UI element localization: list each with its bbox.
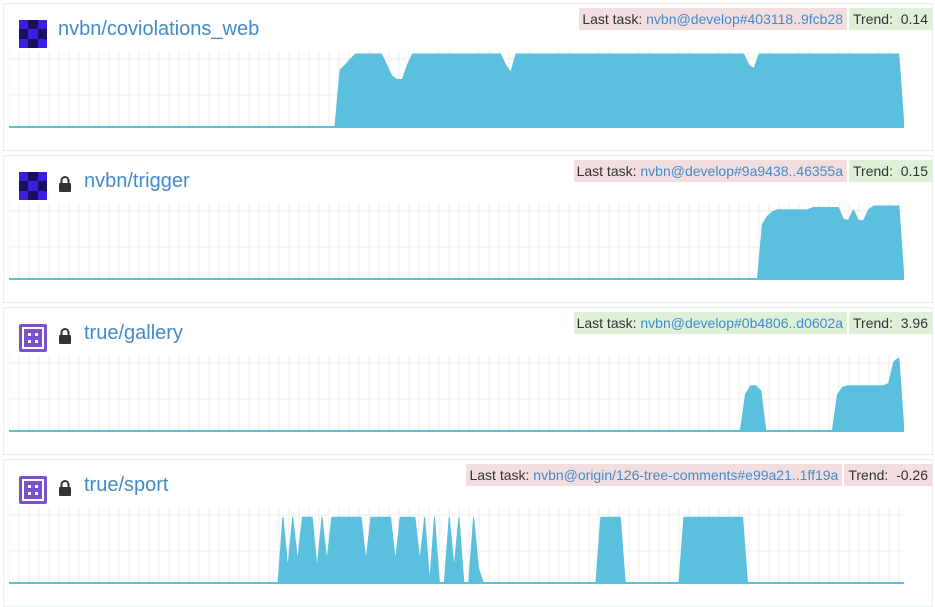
build-history-area xyxy=(9,357,904,432)
status-bar: Last task: nvbn@develop#0b4806..d0602a Tr… xyxy=(573,312,932,334)
project-panel: true/gallery Last task: nvbn@develop#0b48… xyxy=(3,307,933,455)
last-task-badge: Last task: nvbn@develop#403118..9fcb28 xyxy=(579,8,848,30)
trend-badge: Trend: -0.26 xyxy=(844,464,932,486)
last-task-label: Last task: xyxy=(576,315,637,331)
build-history-area xyxy=(9,53,904,128)
lock-icon xyxy=(59,176,71,192)
build-history-chart xyxy=(9,203,904,280)
project-name-link[interactable]: nvbn/trigger xyxy=(84,170,190,192)
trend-label: Trend: xyxy=(853,163,893,179)
trend-badge: Trend: 0.15 xyxy=(849,160,932,182)
blue-identicon-avatar xyxy=(19,172,47,200)
last-task-link[interactable]: nvbn@develop#0b4806..d0602a xyxy=(640,315,844,331)
trend-label: Trend: xyxy=(853,315,893,331)
lock-icon xyxy=(59,480,71,496)
last-task-link[interactable]: nvbn@origin/126-tree-comments#e99a21..1f… xyxy=(533,467,839,483)
last-task-badge: Last task: nvbn@develop#9a9438..46355a xyxy=(573,160,848,182)
build-history-area xyxy=(9,516,904,584)
trend-label: Trend: xyxy=(853,11,893,27)
build-history-chart xyxy=(9,355,904,432)
chart-grid xyxy=(9,355,904,431)
project-panel: true/sport Last task: nvbn@origin/126-tre… xyxy=(3,459,933,607)
trend-label: Trend: xyxy=(848,467,889,483)
status-bar: Last task: nvbn@origin/126-tree-comments… xyxy=(466,464,932,486)
trend-value: -0.26 xyxy=(896,467,928,483)
project-name-link[interactable]: true/gallery xyxy=(84,322,183,344)
lock-icon xyxy=(59,328,71,344)
build-history-chart xyxy=(9,507,904,584)
project-name-link[interactable]: true/sport xyxy=(84,474,169,496)
project-panel: nvbn/coviolations_web Last task: nvbn@dev… xyxy=(3,3,933,151)
last-task-link[interactable]: nvbn@develop#403118..9fcb28 xyxy=(646,11,844,27)
last-task-label: Last task: xyxy=(469,467,530,483)
trend-value: 0.15 xyxy=(900,163,928,179)
last-task-link[interactable]: nvbn@develop#9a9438..46355a xyxy=(640,163,844,179)
project-panel: nvbn/trigger Last task: nvbn@develop#9a94… xyxy=(3,155,933,303)
trend-value: 0.14 xyxy=(900,11,928,27)
trend-value: 3.96 xyxy=(900,315,928,331)
last-task-label: Last task: xyxy=(576,163,637,179)
purple-identicon-avatar xyxy=(19,324,47,352)
trend-badge: Trend: 0.14 xyxy=(849,8,932,30)
last-task-badge: Last task: nvbn@origin/126-tree-comments… xyxy=(466,464,843,486)
trend-badge: Trend: 3.96 xyxy=(849,312,932,334)
last-task-badge: Last task: nvbn@develop#0b4806..d0602a xyxy=(573,312,848,334)
build-history-area xyxy=(9,205,904,280)
blue-identicon-avatar xyxy=(19,20,47,48)
build-history-chart xyxy=(9,51,904,128)
last-task-label: Last task: xyxy=(582,11,643,27)
purple-identicon-avatar xyxy=(19,476,47,504)
project-name-link[interactable]: nvbn/coviolations_web xyxy=(58,18,260,40)
status-bar: Last task: nvbn@develop#403118..9fcb28 Tr… xyxy=(579,8,932,30)
status-bar: Last task: nvbn@develop#9a9438..46355a Tr… xyxy=(573,160,932,182)
